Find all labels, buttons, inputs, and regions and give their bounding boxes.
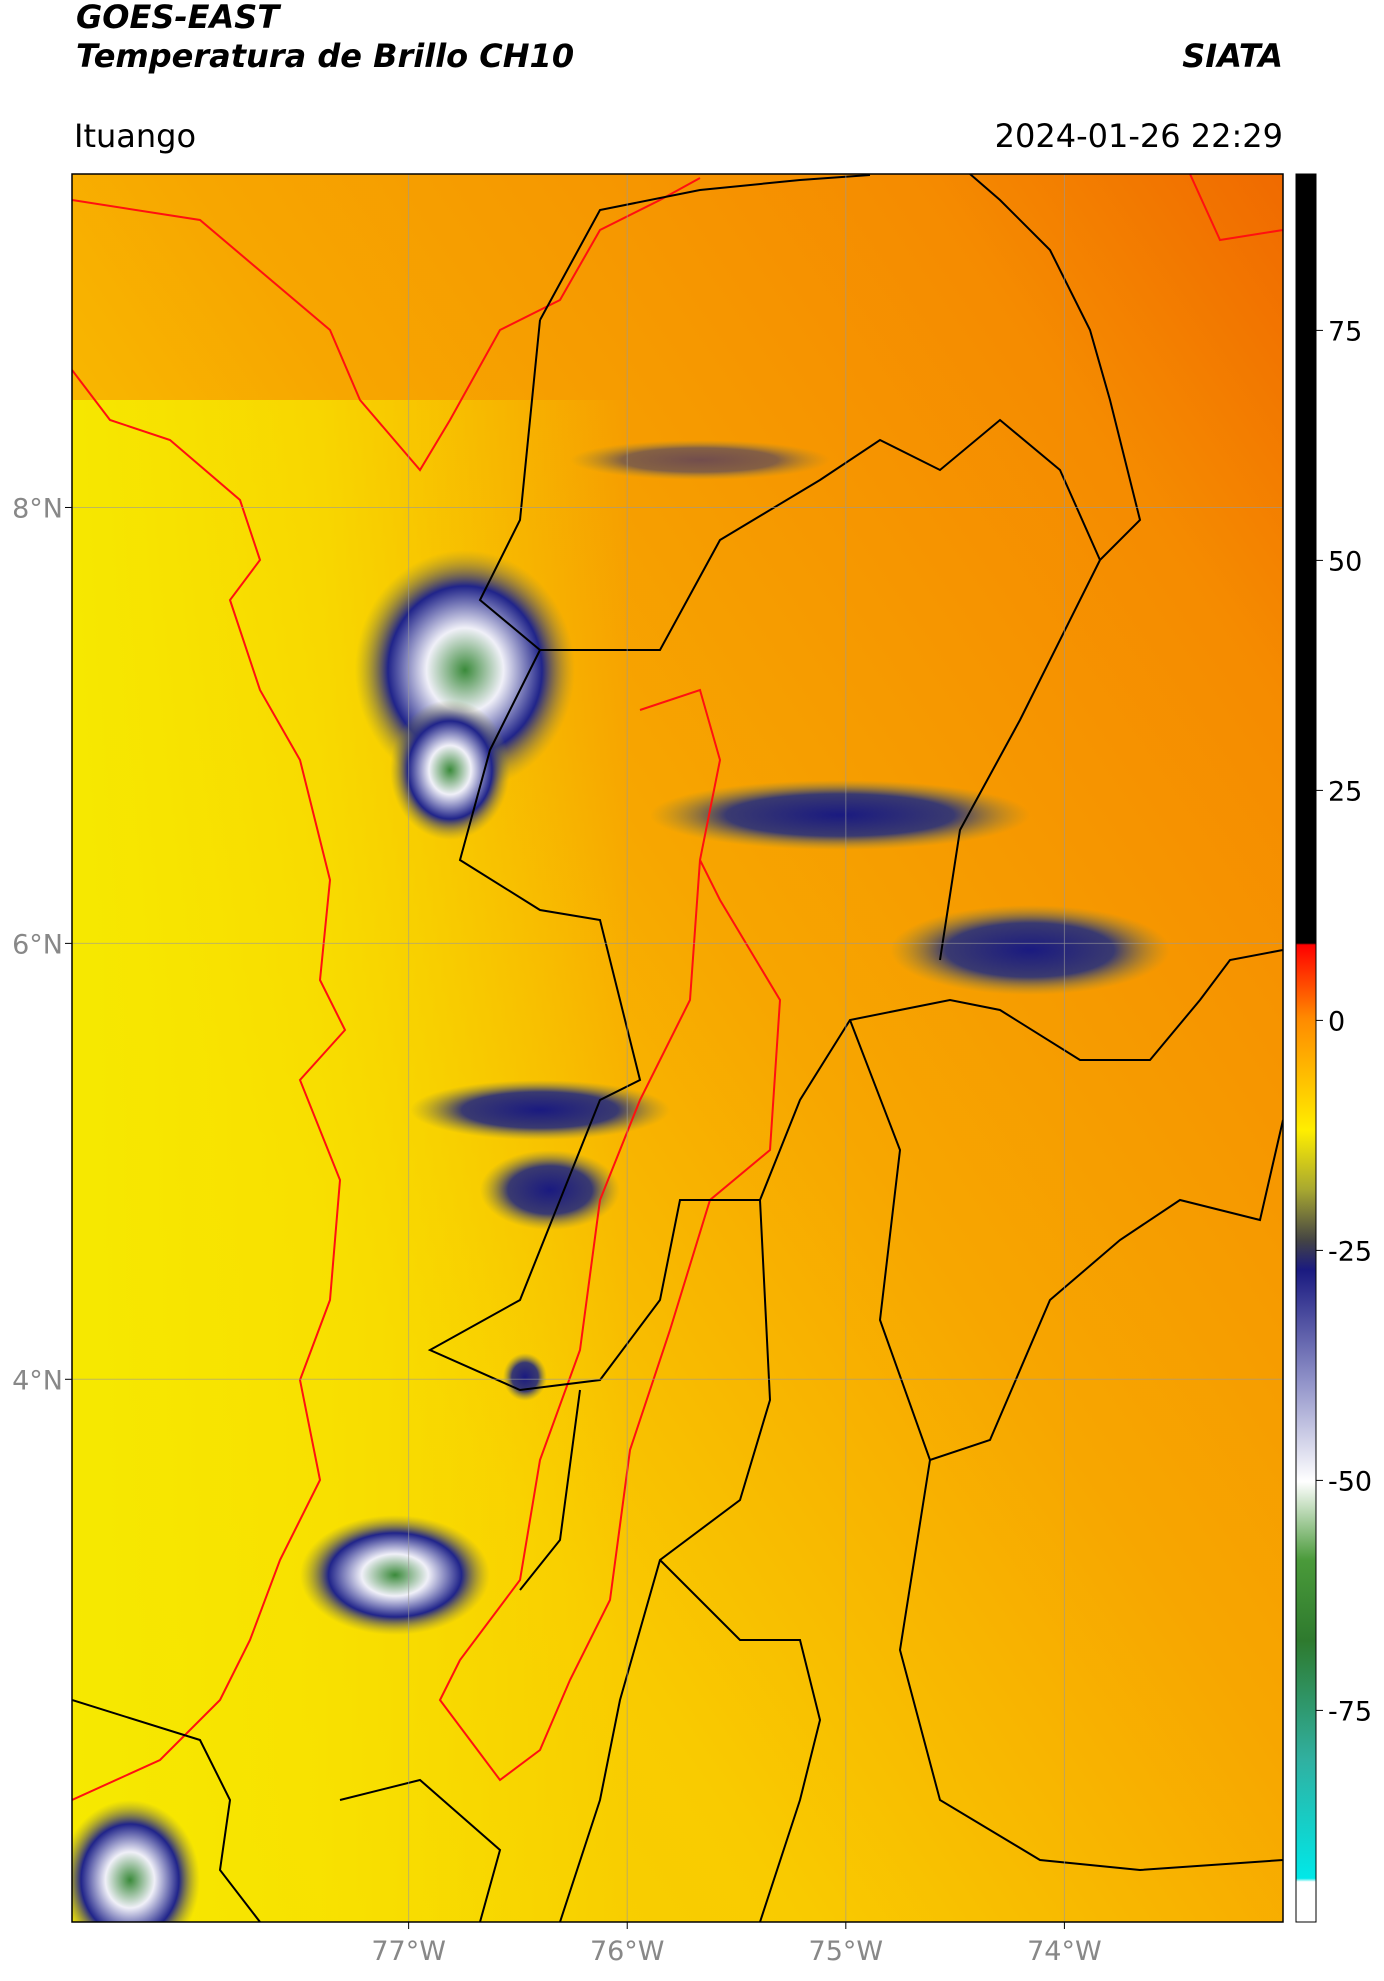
colorbar-tick-label: -75 [1328, 1696, 1372, 1727]
lat-tick-label: 6°N [12, 929, 63, 960]
lon-tick-label: 74°W [1027, 1936, 1102, 1967]
cloud [390, 700, 510, 840]
colorbar-tick-label: 25 [1328, 776, 1362, 807]
cloud [300, 1515, 490, 1635]
admin-border [72, 174, 1283, 1922]
cloud-band [890, 905, 1170, 995]
colorbar-tick-label: 75 [1328, 316, 1362, 347]
cloud-band [650, 780, 1030, 850]
colorbar-tick-label: -25 [1328, 1236, 1372, 1267]
map-area [72, 174, 1283, 1922]
colorbar-tick-label: -50 [1328, 1466, 1372, 1497]
lon-tick-label: 77°W [371, 1936, 446, 1967]
colorbar [1295, 173, 1317, 1923]
source: SIATA [1182, 37, 1283, 75]
colorbar-tick-label: 0 [1328, 1006, 1345, 1037]
coastline [72, 174, 1283, 1801]
title: GOES-EAST [76, 0, 281, 36]
datetime: 2024-01-26 22:29 [995, 117, 1283, 155]
lon-tick-label: 76°W [590, 1936, 665, 1967]
subtitle: Temperatura de Brillo CH10 [76, 37, 574, 75]
lat-tick-label: 4°N [12, 1365, 63, 1396]
cloud [72, 1800, 200, 1922]
cloud-band [480, 1150, 620, 1230]
location: Ituango [74, 117, 196, 155]
cloud-band [570, 440, 830, 480]
cloud [503, 1353, 547, 1401]
lat-tick-label: 8°N [12, 493, 63, 524]
cloud-band [410, 1080, 670, 1140]
lon-tick-label: 75°W [809, 1936, 884, 1967]
grid [72, 174, 1283, 1922]
map-frame [71, 173, 1284, 1923]
region-border [438, 688, 782, 1782]
colorbar-tick-label: 50 [1328, 546, 1362, 577]
